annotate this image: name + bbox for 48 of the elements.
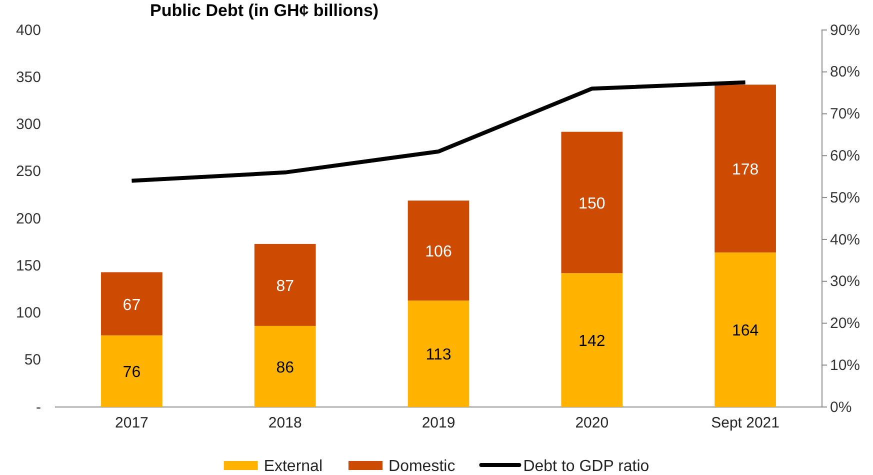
data-label: 142 [578,333,606,350]
data-label: 86 [276,359,294,376]
y2-tick-label: 20% [830,315,860,332]
x-tick-label: 2020 [575,414,609,432]
bar [254,244,316,326]
data-label: 106 [425,244,452,261]
x-tick-label: Sept 2021 [711,414,780,432]
y2-tick-label: 10% [830,356,860,374]
data-label: 113 [426,346,452,364]
bar [561,273,623,407]
y-tick-label: 150 [16,257,41,274]
y2-tick-label: 50% [830,189,860,206]
y-tick-label: 400 [16,22,41,39]
y-tick-label: 300 [16,116,41,134]
bar [254,326,316,407]
chart-title: Public Debt (in GH¢ billions) [150,1,379,20]
y2-tick-label: 70% [830,106,860,123]
data-label: 164 [732,322,759,340]
y-tick-label: - [36,398,41,416]
y-tick-label: 100 [16,304,41,322]
bar [101,272,162,336]
y-tick-label: 50 [24,352,41,369]
x-tick-label: 2018 [268,414,302,432]
y2-tick-label: 0% [830,398,852,416]
y2-tick-label: 60% [830,147,860,164]
y2-tick-label: 40% [830,231,860,248]
bar [101,335,162,407]
legend-label: Domestic [388,458,456,475]
y2-tick-label: 30% [830,273,860,290]
bar [408,300,470,407]
bar [408,200,470,300]
x-tick-label: 2017 [115,414,148,432]
bar [714,84,776,252]
data-label: 150 [578,195,606,212]
data-label: 87 [276,278,294,295]
y2-tick-label: 80% [830,64,860,81]
data-label: 178 [732,162,759,179]
bar [561,132,623,274]
data-label: 76 [122,364,141,382]
legend-label: Debt to GDP ratio [523,458,650,475]
bar [714,252,776,407]
y-tick-label: 350 [16,68,41,86]
data-label: 67 [122,296,141,314]
legend-label: External [264,458,323,475]
y-tick-label: 250 [16,163,41,180]
y2-tick-label: 90% [830,22,860,39]
y-tick-label: 200 [16,210,41,228]
x-tick-label: 2019 [422,414,456,432]
